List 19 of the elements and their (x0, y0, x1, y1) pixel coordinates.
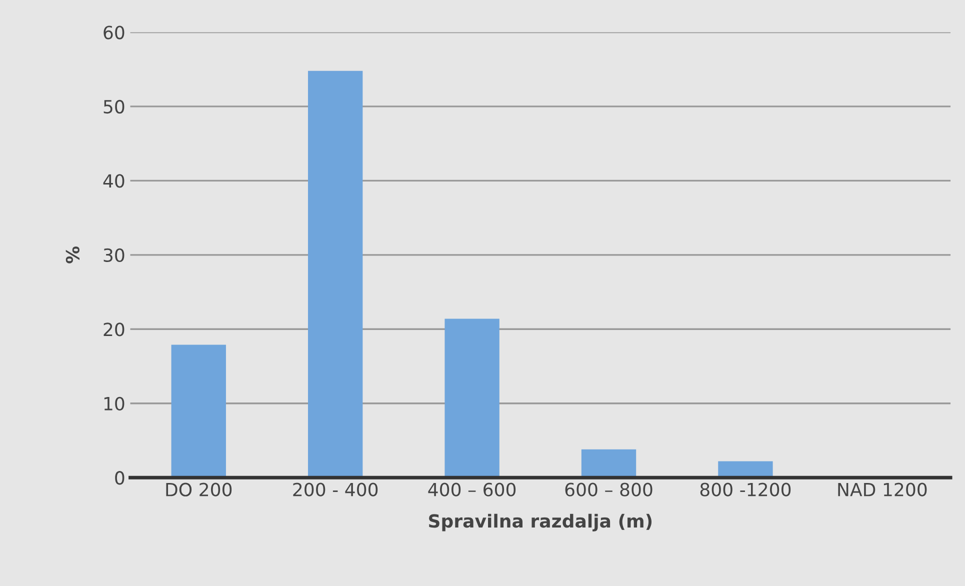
y-axis-title: % (66, 246, 80, 264)
x-tick-label: 200 - 400 (293, 482, 378, 496)
x-axis-title: Spravilna razdalja (m) (429, 514, 652, 532)
x-tick-label: 600 – 800 (565, 482, 652, 496)
x-tick-label: DO 200 (166, 482, 232, 496)
y-tick-label: 10 (104, 396, 124, 410)
bar (308, 70, 363, 478)
bar (581, 449, 636, 478)
y-tick-label: 60 (104, 26, 124, 40)
y-tick-label: 40 (103, 174, 124, 188)
y-tick-label: 20 (104, 322, 124, 336)
x-tick-label: NAD 1200 (838, 482, 927, 496)
x-tick-label: 400 – 600 (428, 482, 516, 496)
y-tick-label: 50 (104, 100, 124, 114)
bar (171, 344, 226, 478)
x-tick-label: 800 -1200 (700, 482, 791, 496)
y-tick-label: 30 (104, 248, 124, 262)
bar (444, 318, 500, 478)
y-tick-label: 0 (115, 471, 124, 485)
